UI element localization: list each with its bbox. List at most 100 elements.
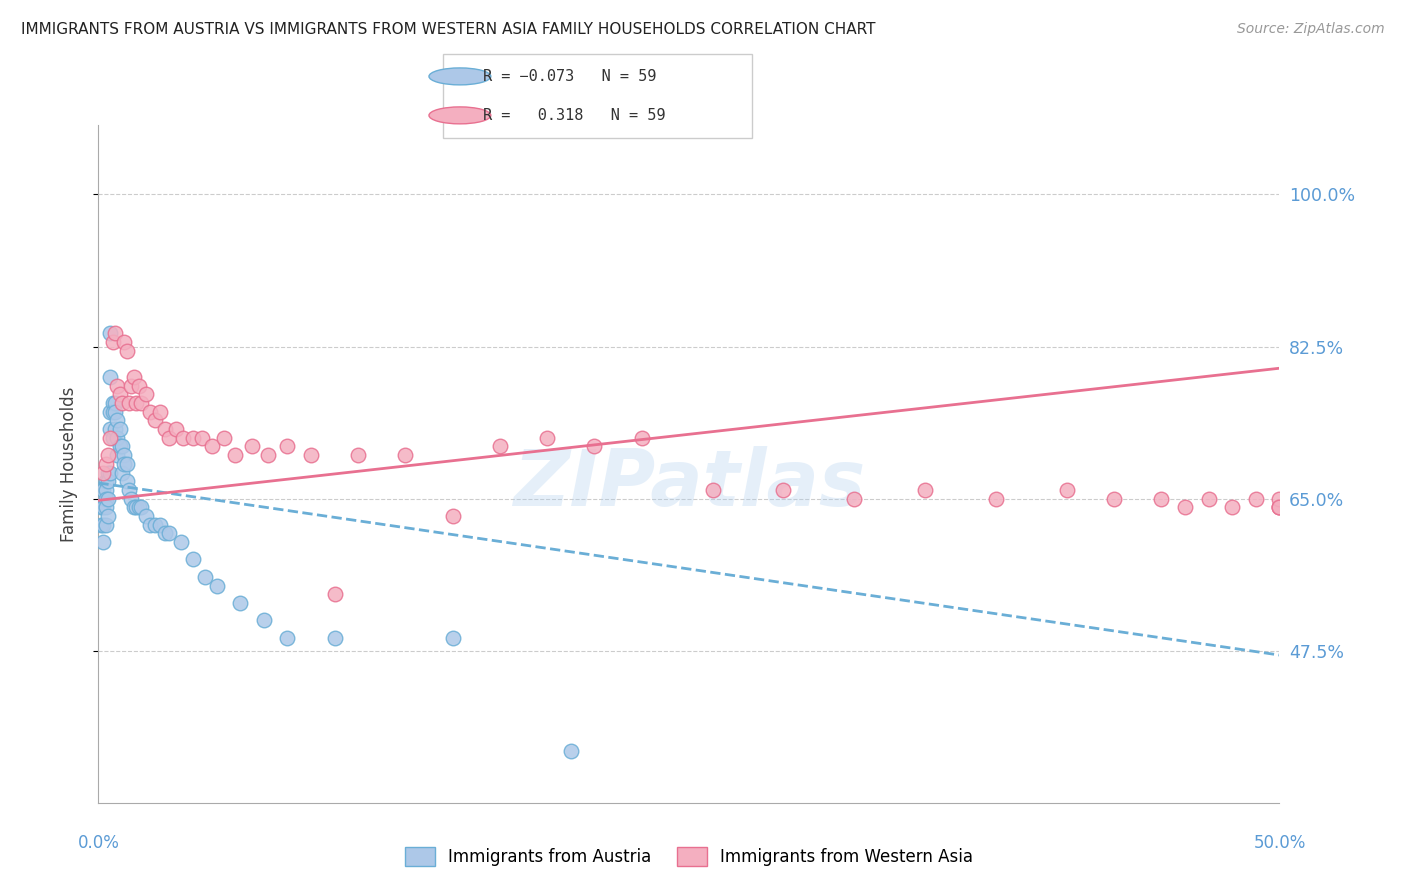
Point [489,440,512,454]
Point [157,526,180,541]
Point [111,440,134,454]
Point [125,500,148,515]
FancyBboxPatch shape [443,54,752,138]
Point [984,491,1007,506]
Point [94,517,117,532]
Point [94,474,117,488]
Point [323,587,346,601]
Point [98,466,121,480]
Point [224,448,246,462]
Point [201,440,224,454]
Circle shape [429,107,491,124]
Point [129,396,152,410]
Point [98,370,121,384]
Point [276,631,298,645]
Point [276,440,298,454]
Point [1150,491,1173,506]
Point [153,422,176,436]
Point [1174,500,1197,515]
Point [536,431,558,445]
Point [128,500,150,515]
Point [94,500,117,515]
Point [115,474,138,488]
Point [257,448,280,462]
Point [91,517,114,532]
Point [105,378,128,392]
Point [170,535,193,549]
Text: R = −0.073   N = 59: R = −0.073 N = 59 [484,69,657,84]
Point [143,517,166,532]
Point [105,431,128,445]
Point [583,440,606,454]
Point [143,413,166,427]
Point [181,431,204,445]
Point [118,396,141,410]
Text: ZIPatlas: ZIPatlas [513,446,865,522]
Point [181,552,204,566]
Legend: Immigrants from Austria, Immigrants from Western Asia: Immigrants from Austria, Immigrants from… [398,840,980,872]
Point [1268,500,1291,515]
Point [115,457,138,471]
Point [205,578,228,592]
Point [115,343,138,358]
Point [101,405,124,419]
Point [1102,491,1125,506]
Point [108,440,131,454]
Point [122,500,145,515]
Point [441,508,464,523]
Point [98,422,121,436]
Point [1268,491,1291,506]
Point [104,422,127,436]
Point [172,431,194,445]
Point [97,466,120,480]
Text: R =   0.318   N = 59: R = 0.318 N = 59 [484,108,665,123]
Point [1268,500,1291,515]
Point [108,422,131,436]
Point [101,431,124,445]
Point [108,387,131,401]
Point [111,396,134,410]
Point [112,457,135,471]
Point [112,335,135,350]
Point [1198,491,1220,506]
Point [1056,483,1078,497]
Point [97,491,120,506]
Text: Source: ZipAtlas.com: Source: ZipAtlas.com [1237,22,1385,37]
Point [153,526,176,541]
Point [560,744,582,758]
Point [98,431,121,445]
Point [101,396,124,410]
Point [94,457,117,471]
Point [157,431,180,445]
Point [105,413,128,427]
Circle shape [429,68,491,85]
Point [97,448,120,462]
Point [1268,500,1291,515]
Point [191,431,214,445]
Text: 0.0%: 0.0% [77,834,120,852]
Point [702,483,724,497]
Point [121,491,143,506]
Point [441,631,464,645]
Point [125,396,148,410]
Point [111,466,134,480]
Point [149,405,172,419]
Point [194,570,217,584]
Point [212,431,235,445]
Point [121,378,143,392]
Point [299,448,322,462]
Point [104,396,127,410]
Point [91,535,114,549]
Text: 50.0%: 50.0% [1253,834,1306,852]
Point [129,500,152,515]
Point [323,631,346,645]
Point [91,500,114,515]
Point [104,326,127,341]
Point [165,422,187,436]
Point [104,405,127,419]
Point [135,508,157,523]
Point [90,500,112,515]
Point [253,613,276,627]
Point [1220,500,1243,515]
Point [105,448,128,462]
